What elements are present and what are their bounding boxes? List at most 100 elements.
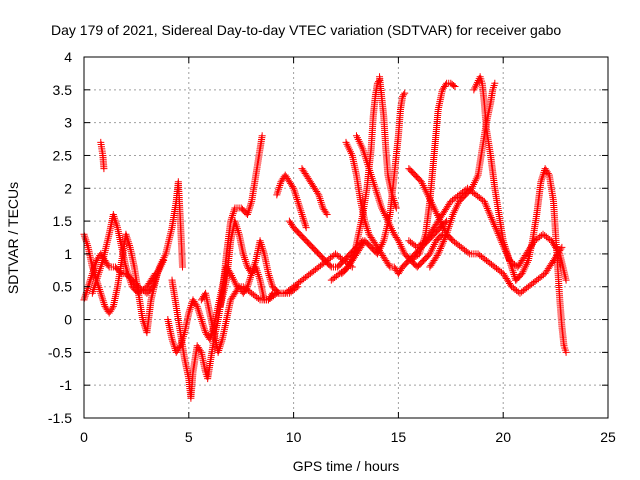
- y-tick-label: 2: [64, 180, 72, 196]
- data-point: [323, 211, 331, 219]
- data-point: [483, 205, 491, 213]
- data-point: [433, 252, 441, 260]
- data-point: [151, 270, 159, 278]
- data-point: [254, 295, 262, 303]
- data-point: [488, 215, 496, 223]
- data-point: [314, 189, 322, 197]
- data-point: [481, 199, 489, 207]
- data-point: [439, 239, 447, 247]
- data-point: [438, 241, 446, 249]
- data-point: [196, 347, 204, 355]
- data-point: [486, 210, 494, 218]
- data-point: [179, 263, 187, 271]
- y-tick-label: 1.5: [53, 213, 73, 229]
- data-series: [327, 89, 409, 284]
- data-point: [274, 288, 282, 296]
- data-point: [489, 217, 497, 225]
- data-point: [450, 81, 458, 89]
- data-series: [273, 171, 310, 232]
- y-tick-label: -1.5: [48, 410, 72, 426]
- data-point: [562, 348, 570, 356]
- data-point: [440, 236, 448, 244]
- axis-ticks: 0 5 10 15 20 25 -1.5 -1 -0.5 0 0.5 1 1.5 2 2.5 3 3.5 4: [48, 49, 616, 445]
- data-point: [393, 235, 401, 243]
- data-point: [104, 261, 112, 269]
- y-tick-label: 0.5: [53, 279, 73, 295]
- data-series: [407, 79, 459, 264]
- data-point: [464, 249, 472, 257]
- data-point: [100, 165, 108, 173]
- data-point: [480, 197, 488, 205]
- data-point: [544, 170, 552, 178]
- data-point: [437, 245, 445, 253]
- data-point: [437, 243, 445, 251]
- data-point: [486, 212, 494, 220]
- data-point: [289, 183, 297, 191]
- data-series: [216, 217, 283, 310]
- data-point: [491, 222, 499, 230]
- data-point: [493, 226, 501, 234]
- data-point: [558, 243, 566, 251]
- data-marks: [80, 73, 570, 402]
- data-series: [338, 76, 384, 278]
- y-axis-title: SDTVAR / TECUs: [5, 182, 21, 294]
- data-series: [97, 138, 108, 173]
- data-series: [470, 73, 520, 284]
- data-series: [298, 165, 331, 219]
- data-point: [482, 201, 490, 209]
- data-point: [292, 284, 300, 292]
- plot-border: [83, 56, 609, 419]
- data-point: [326, 262, 334, 270]
- data-point: [294, 283, 302, 291]
- y-tick-label: 3: [64, 115, 72, 131]
- data-point: [490, 221, 498, 229]
- gridlines: [84, 57, 608, 418]
- chart-title: Day 179 of 2021, Sidereal Day-to-day VTE…: [51, 22, 561, 38]
- x-tick-label: 20: [495, 429, 511, 445]
- data-point: [160, 256, 168, 264]
- data-point: [275, 289, 283, 297]
- data-point: [258, 132, 266, 140]
- y-tick-label: -0.5: [48, 344, 72, 360]
- data-point: [451, 83, 459, 91]
- data-point: [302, 224, 310, 232]
- data-point: [322, 209, 330, 217]
- y-tick-label: 4: [64, 49, 72, 65]
- data-point: [435, 248, 443, 256]
- x-tick-label: 15: [391, 429, 407, 445]
- y-tick-label: -1: [60, 377, 73, 393]
- data-point: [400, 91, 408, 99]
- y-tick-label: 2.5: [53, 147, 73, 163]
- data-point: [485, 208, 493, 216]
- data-point: [150, 271, 158, 279]
- data-point: [441, 234, 449, 242]
- x-tick-label: 5: [185, 429, 193, 445]
- data-point: [268, 291, 276, 299]
- data-point: [385, 261, 393, 269]
- data-series: [376, 73, 400, 212]
- data-point: [489, 219, 497, 227]
- data-point: [442, 81, 450, 89]
- y-tick-label: 3.5: [53, 82, 73, 98]
- data-point: [392, 204, 400, 212]
- data-point: [108, 304, 116, 312]
- data-point: [491, 79, 499, 87]
- data-point: [434, 250, 442, 258]
- x-tick-label: 10: [286, 429, 302, 445]
- data-series: [88, 211, 159, 297]
- x-axis-title: GPS time / hours: [293, 458, 400, 474]
- data-point: [443, 217, 451, 225]
- data-point: [562, 276, 570, 284]
- data-series: [512, 165, 570, 356]
- data-point: [401, 89, 409, 97]
- y-tick-label: 1: [64, 246, 72, 262]
- data-point: [493, 228, 501, 236]
- data-series: [197, 263, 302, 356]
- data-point: [440, 237, 448, 245]
- data-point: [442, 232, 450, 240]
- x-tick-label: 0: [80, 429, 88, 445]
- data-point: [484, 206, 492, 214]
- data-point: [192, 301, 200, 309]
